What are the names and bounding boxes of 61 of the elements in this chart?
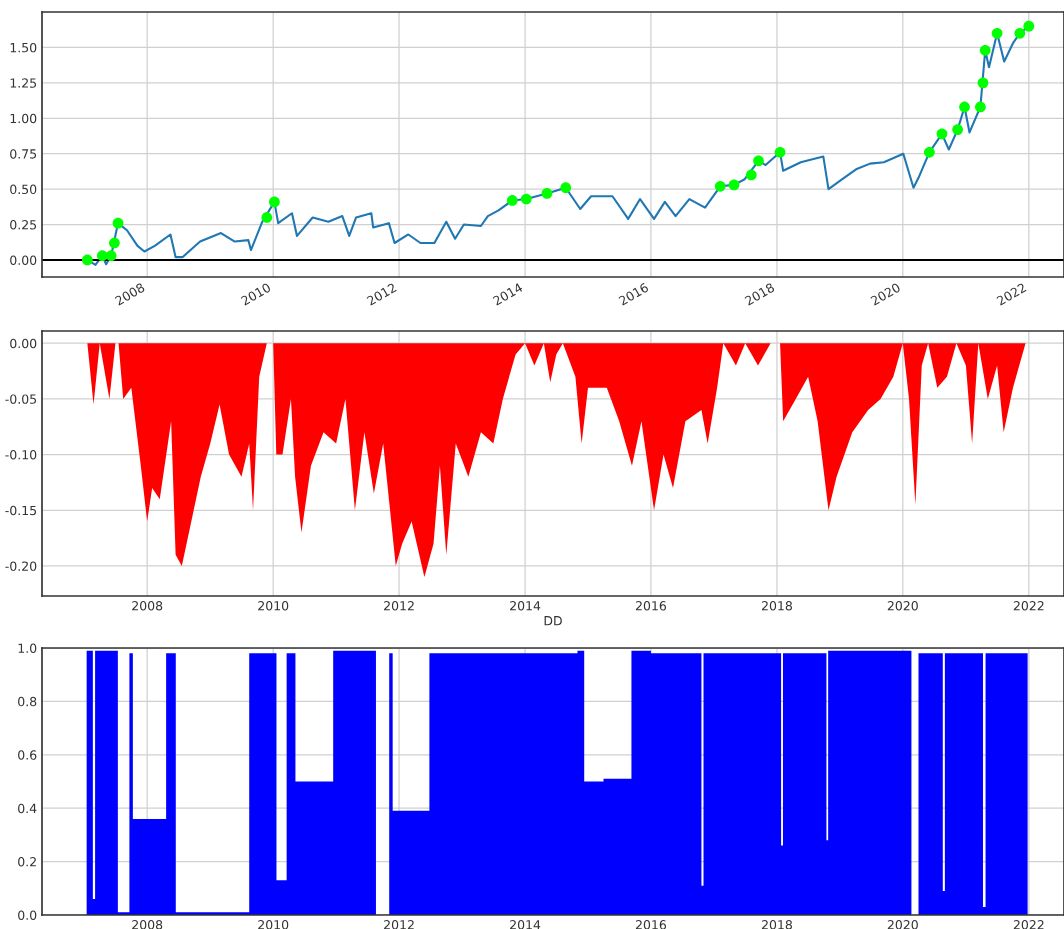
point — [923, 146, 935, 158]
y-tick-label: -0.15 — [5, 505, 37, 516]
y-tick-label: 0.75 — [10, 149, 37, 159]
x-tick-label: 2020 — [887, 601, 918, 611]
x-tick-label: 2014 — [510, 920, 541, 929]
y-tick-label: -0.20 — [5, 561, 37, 571]
point — [745, 169, 757, 181]
y-tick-label: 0.00 — [10, 255, 37, 265]
y-tick-label: 1.50 — [10, 42, 37, 53]
x-tick-label: 2010 — [258, 920, 289, 929]
y-tick-label: 0.2 — [18, 857, 36, 867]
point — [753, 155, 764, 167]
point — [560, 182, 572, 194]
y-tick-label: 0.4 — [18, 803, 37, 814]
point — [979, 44, 991, 56]
x-tick-label: 2010 — [258, 601, 289, 611]
x-tick-label: 2012 — [384, 601, 414, 611]
point — [728, 179, 740, 191]
y-tick-label: 0.00 — [10, 338, 37, 349]
y-tick-label: 0.0 — [18, 910, 37, 920]
point — [81, 254, 93, 266]
point — [506, 195, 518, 206]
y-tick-label: 0.50 — [10, 184, 37, 195]
y-tick-label: 1.25 — [10, 78, 37, 88]
x-tick-label: 2018 — [761, 920, 792, 929]
point — [959, 101, 970, 113]
x-tick-label: 2016 — [635, 601, 667, 611]
y-tick-label: 0.8 — [18, 696, 37, 707]
point — [1014, 27, 1026, 39]
x-tick-label: 2014 — [510, 601, 541, 611]
point — [105, 250, 117, 262]
x-tick-label: 2008 — [132, 601, 163, 611]
point — [109, 237, 120, 249]
y-tick-label: 0.25 — [10, 220, 37, 230]
y-tick-label: -0.05 — [5, 394, 37, 404]
x-tick-label: 2020 — [887, 920, 918, 929]
point — [936, 128, 948, 140]
point — [269, 196, 280, 208]
point — [96, 250, 108, 262]
y-tick-label: 0.6 — [18, 750, 37, 760]
y-tick-label: -0.10 — [5, 450, 37, 460]
point — [1023, 20, 1035, 32]
x-tick-label: 2022 — [1013, 920, 1044, 929]
point — [520, 193, 532, 205]
point — [112, 217, 124, 229]
point — [261, 212, 273, 223]
point — [714, 180, 726, 192]
x-tick-label: 2022 — [1013, 601, 1044, 611]
x-tick-label: 2008 — [132, 920, 163, 929]
point — [975, 101, 986, 113]
x-tick-label: 2018 — [761, 601, 792, 611]
x-tick-label: 2012 — [384, 920, 414, 929]
point — [977, 77, 989, 89]
point — [991, 27, 1003, 39]
point — [774, 146, 786, 158]
y-tick-label: 1.0 — [18, 643, 37, 653]
point — [952, 124, 964, 135]
y-tick-label: 1.00 — [10, 113, 37, 124]
point — [541, 188, 553, 199]
x-tick-label: 2016 — [635, 920, 667, 929]
x-axis-title: DD — [544, 616, 562, 626]
